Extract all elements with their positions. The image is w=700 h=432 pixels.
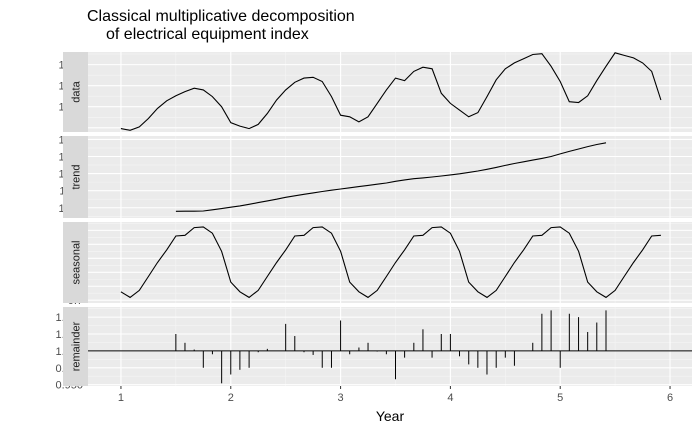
panel-background [88,307,692,386]
x-tick-label: 2 [228,392,234,404]
strip-label-trend: trend [71,164,83,189]
strip-label-remainder: remainder [71,321,83,371]
x-tick-label: 4 [447,392,453,404]
x-tick-label: 6 [667,392,673,404]
x-tick-label: 3 [338,392,344,404]
x-tick-label: 5 [557,392,563,404]
x-axis-label: Year [376,408,405,424]
panel-background [88,52,692,132]
panel-background [88,222,692,303]
x-tick-label: 1 [118,392,124,404]
strip-label-data: data [71,80,83,102]
panel-background [88,136,692,218]
strip-label-seasonal: seasonal [71,240,83,284]
